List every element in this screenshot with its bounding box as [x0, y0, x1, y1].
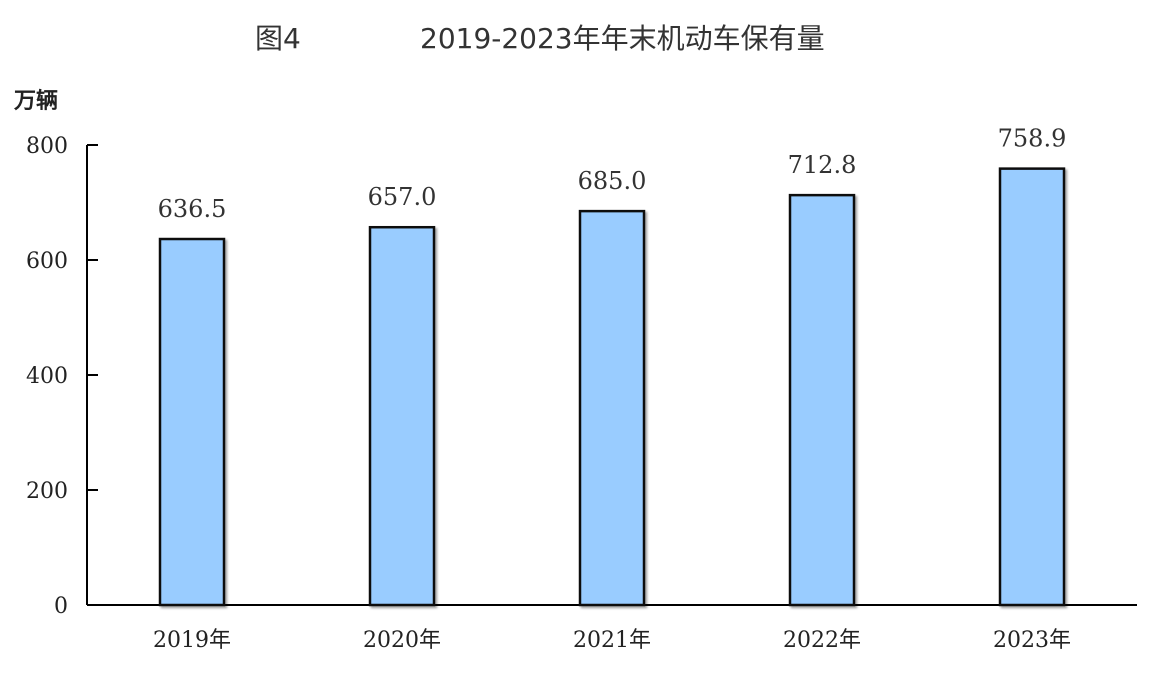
data-label: 712.8	[788, 151, 857, 179]
bar-2019年	[158, 237, 226, 607]
x-tick-label: 2020年	[363, 628, 441, 653]
x-tick-label: 2021年	[573, 628, 651, 653]
x-tick-label: 2023年	[993, 628, 1071, 653]
y-tick-label: 400	[26, 364, 68, 389]
data-label: 685.0	[578, 167, 647, 195]
bar-2022年	[788, 193, 856, 607]
bar-2023年	[998, 167, 1066, 607]
y-axis-unit: 万辆	[13, 88, 58, 114]
y-tick-label: 200	[26, 479, 68, 504]
bar-2020年	[368, 225, 436, 607]
data-label: 636.5	[158, 195, 227, 223]
y-tick-label: 600	[26, 249, 68, 274]
data-label: 758.9	[998, 125, 1067, 153]
x-tick-label: 2019年	[153, 628, 231, 653]
data-label: 657.0	[368, 183, 437, 211]
chart-title: 2019-2023年年末机动车保有量	[420, 22, 825, 55]
bar-2021年	[578, 209, 646, 607]
y-tick-label: 800	[26, 134, 68, 159]
figure-label: 图4	[255, 22, 301, 55]
y-tick-label: 0	[54, 594, 68, 619]
x-tick-label: 2022年	[783, 628, 861, 653]
